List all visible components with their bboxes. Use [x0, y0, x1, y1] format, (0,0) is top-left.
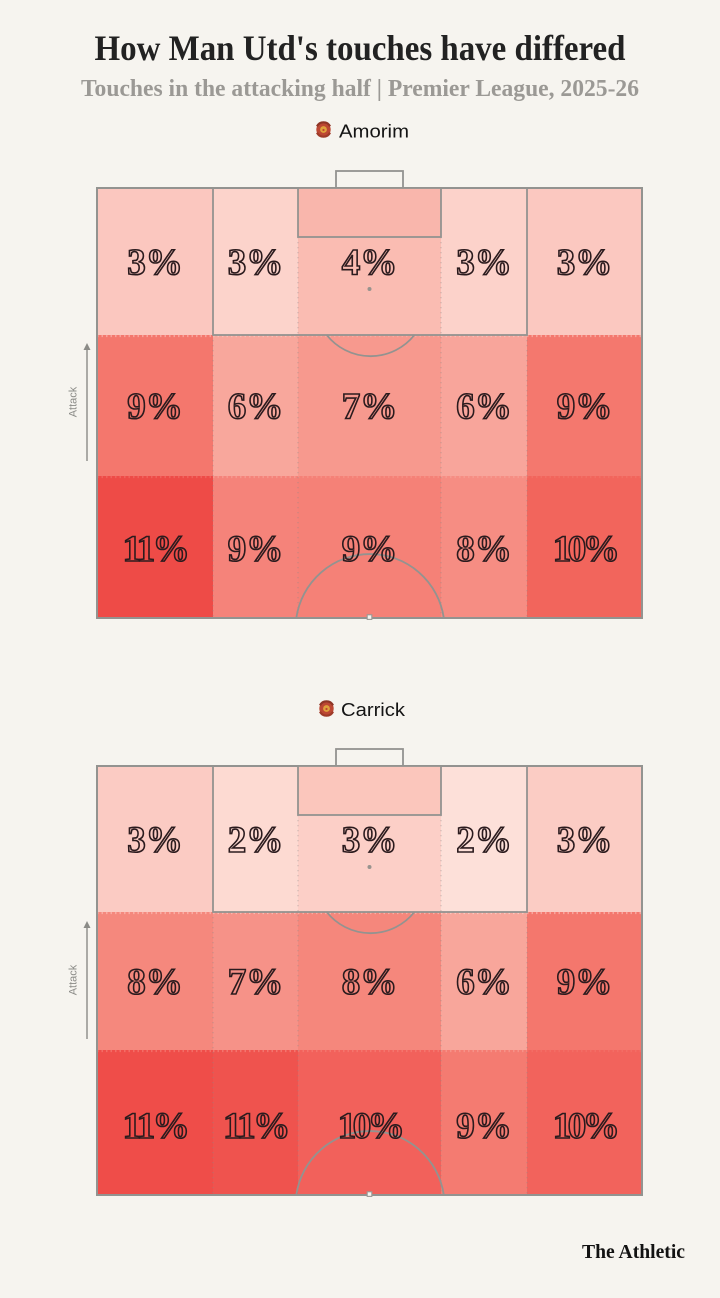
svg-text:10%: 10%: [553, 529, 617, 570]
svg-text:6%: 6%: [456, 387, 512, 428]
svg-text:Attack: Attack: [68, 964, 80, 995]
svg-text:6%: 6%: [228, 387, 284, 428]
svg-text:9%: 9%: [557, 387, 613, 428]
svg-text:3%: 3%: [456, 243, 512, 284]
svg-text:8%: 8%: [456, 529, 512, 570]
svg-text:2%: 2%: [456, 820, 512, 861]
svg-text:2%: 2%: [228, 820, 284, 861]
svg-text:9%: 9%: [456, 1106, 512, 1147]
svg-text:3%: 3%: [557, 243, 613, 284]
svg-text:6%: 6%: [456, 962, 512, 1003]
svg-text:3%: 3%: [342, 820, 398, 861]
svg-text:Touches in the attacking half: Touches in the attacking half | Premier …: [81, 76, 639, 102]
svg-text:Amorim: Amorim: [339, 122, 409, 142]
svg-text:8%: 8%: [127, 962, 183, 1003]
svg-text:10%: 10%: [553, 1106, 617, 1147]
svg-text:Attack: Attack: [68, 386, 80, 417]
svg-text:The Athletic: The Athletic: [582, 1242, 685, 1263]
svg-text:Carrick: Carrick: [341, 700, 406, 720]
svg-text:3%: 3%: [127, 820, 183, 861]
svg-text:10%: 10%: [338, 1106, 402, 1147]
svg-text:9%: 9%: [127, 387, 183, 428]
svg-text:8%: 8%: [342, 962, 398, 1003]
svg-text:3%: 3%: [228, 243, 284, 284]
svg-text:11%: 11%: [223, 1106, 288, 1147]
svg-text:9%: 9%: [557, 962, 613, 1003]
svg-text:9%: 9%: [342, 529, 398, 570]
svg-text:How Man Utd's touches have dif: How Man Utd's touches have differed: [95, 28, 626, 68]
svg-text:11%: 11%: [123, 1106, 188, 1147]
svg-text:11%: 11%: [123, 529, 188, 570]
svg-text:7%: 7%: [342, 387, 398, 428]
svg-text:3%: 3%: [127, 243, 183, 284]
svg-text:7%: 7%: [228, 962, 284, 1003]
svg-text:3%: 3%: [557, 820, 613, 861]
svg-text:4%: 4%: [342, 243, 398, 284]
svg-text:9%: 9%: [228, 529, 284, 570]
